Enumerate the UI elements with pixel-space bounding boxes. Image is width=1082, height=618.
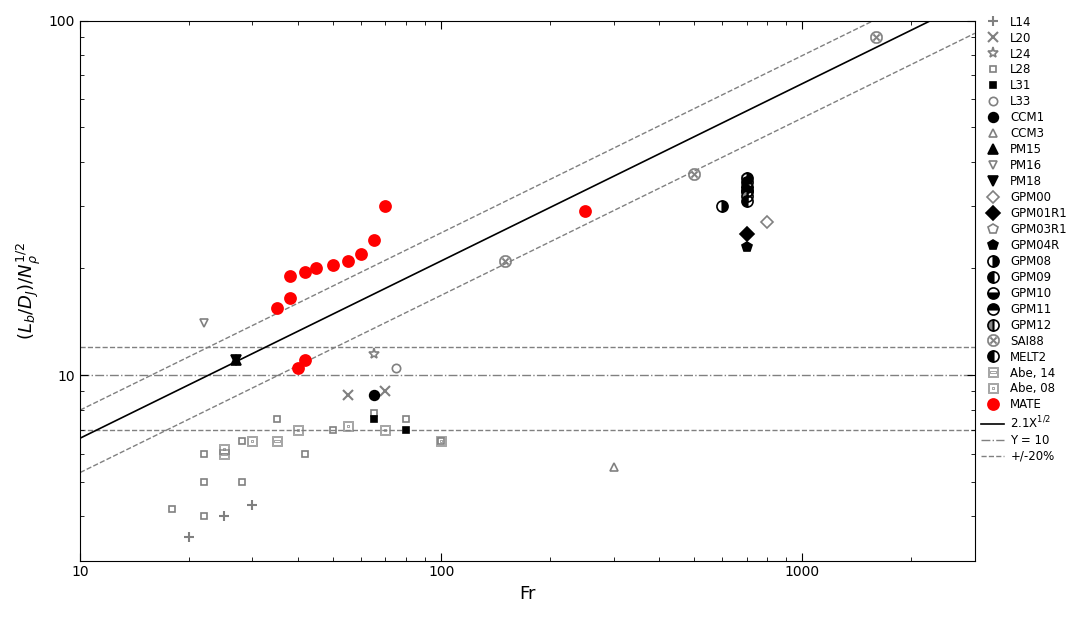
Y-axis label: $(L_b/D_J)/N_\rho^{1/2}$: $(L_b/D_J)/N_\rho^{1/2}$ [15, 242, 43, 339]
Legend: L14, L20, L24, L28, L31, L33, CCM1, CCM3, PM15, PM16, PM18, GPM00, GPM01R1, GPM0: L14, L20, L24, L28, L31, L33, CCM1, CCM3… [980, 15, 1067, 463]
X-axis label: Fr: Fr [519, 585, 536, 603]
